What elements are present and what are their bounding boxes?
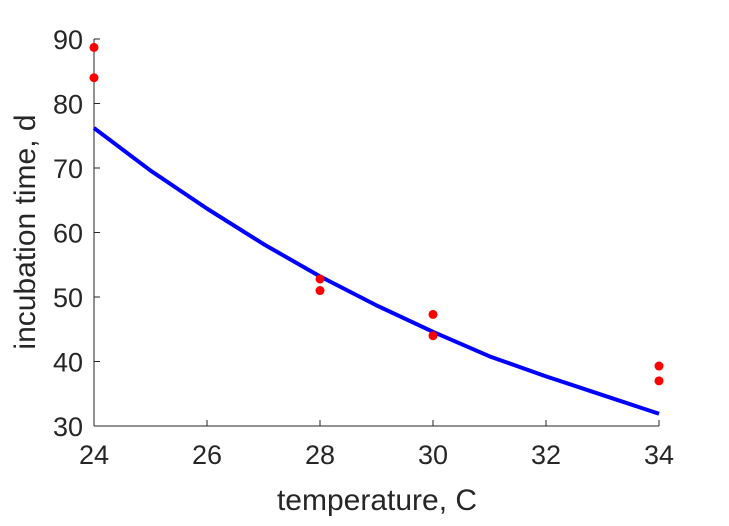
x-tick-label: 28 <box>305 440 335 470</box>
y-tick-label: 70 <box>53 154 83 184</box>
fit-curve <box>92 126 660 416</box>
x-axis-title: temperature, C <box>277 484 477 517</box>
data-point <box>89 42 99 52</box>
data-point <box>315 286 325 296</box>
axes <box>93 38 660 427</box>
y-tick-label: 40 <box>53 348 83 378</box>
data-point <box>428 331 438 341</box>
y-tick-label: 90 <box>53 25 83 55</box>
fit-line-layer <box>92 126 660 416</box>
x-tick-label: 30 <box>418 440 448 470</box>
x-tick-label: 32 <box>531 440 561 470</box>
x-tick-label: 24 <box>79 440 109 470</box>
y-tick-label: 60 <box>53 219 83 249</box>
y-tick-label: 80 <box>53 90 83 120</box>
x-tick-label: 34 <box>644 440 674 470</box>
data-point <box>654 361 664 371</box>
data-point <box>89 73 99 83</box>
y-tick-label: 50 <box>53 283 83 313</box>
y-tick-label: 30 <box>53 412 83 442</box>
data-points-layer <box>89 42 664 386</box>
tick-labels-layer: 24 26 28 30 32 34 30 40 50 60 70 80 90 <box>53 25 674 470</box>
data-point <box>428 309 438 319</box>
x-tick-label: 26 <box>192 440 222 470</box>
y-axis-title: incubation time, d <box>9 114 42 349</box>
data-point <box>315 274 325 284</box>
data-point <box>654 376 664 386</box>
